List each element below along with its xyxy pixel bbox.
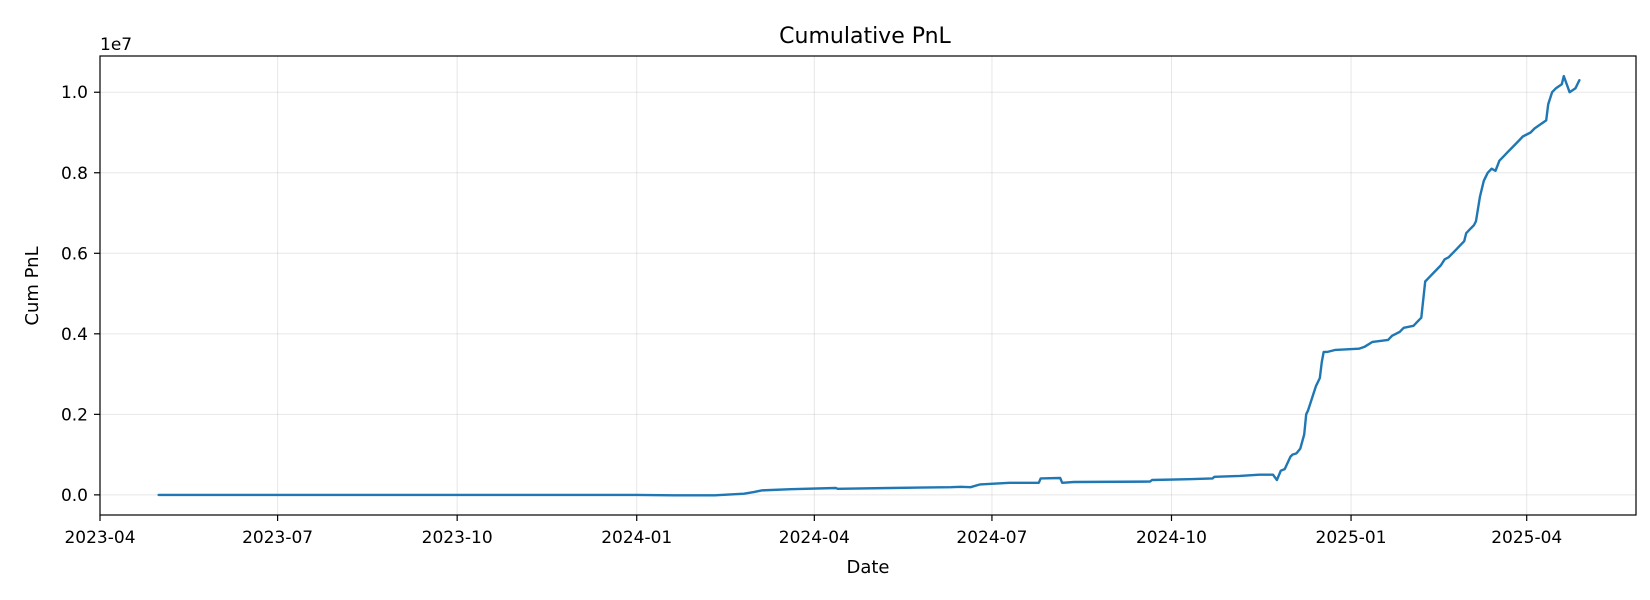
- y-tick-label: 0.6: [61, 244, 88, 264]
- y-tick-label: 0.8: [61, 164, 88, 184]
- y-tick: 0.2: [61, 405, 100, 425]
- x-tick-label: 2024-07: [956, 528, 1027, 548]
- y-axis: 0.0 0.2 0.4 0.6 0.8 1.0: [61, 83, 100, 506]
- chart-title: Cumulative PnL: [779, 24, 951, 49]
- x-tick: 2024-01: [601, 515, 672, 548]
- x-tick-label: 2023-10: [422, 528, 493, 548]
- y-tick-label: 1.0: [61, 83, 88, 103]
- x-tick-label: 2024-01: [601, 528, 672, 548]
- plot-frame: [99, 55, 1637, 516]
- x-tick-label: 2025-01: [1316, 528, 1387, 548]
- x-tick: 2023-10: [422, 515, 493, 548]
- y-tick-label: 0.2: [61, 405, 88, 425]
- y-offset-label: 1e7: [100, 35, 132, 55]
- x-tick-label: 2023-04: [64, 528, 135, 548]
- y-tick-label: 0.4: [61, 325, 88, 345]
- x-axis: 2023-04 2023-07 2023-10 2024-01 2024-04 2024-…: [64, 515, 1562, 548]
- grid-lines: [99, 56, 1636, 515]
- y-tick: 0.0: [61, 486, 100, 506]
- x-tick-label: 2025-04: [1491, 528, 1562, 548]
- x-tick: 2024-10: [1136, 515, 1207, 548]
- y-tick: 0.6: [61, 244, 100, 264]
- x-tick-label: 2024-10: [1136, 528, 1207, 548]
- y-tick-label: 0.0: [61, 486, 88, 506]
- x-tick: 2023-04: [64, 515, 136, 548]
- y-tick: 0.4: [61, 325, 100, 345]
- series-layer: [157, 74, 1581, 497]
- x-tick: 2025-01: [1316, 515, 1387, 548]
- y-tick: 1.0: [61, 83, 100, 103]
- x-tick: 2024-04: [779, 515, 850, 548]
- x-tick: 2025-04: [1491, 515, 1562, 548]
- x-tick-label: 2023-07: [242, 528, 313, 548]
- x-axis-label: Date: [846, 557, 889, 578]
- x-tick: 2023-07: [242, 515, 313, 548]
- x-tick-label: 2024-04: [779, 528, 850, 548]
- y-axis-label: Cum PnL: [22, 246, 43, 325]
- y-tick: 0.8: [61, 164, 100, 184]
- x-tick: 2024-07: [956, 515, 1027, 548]
- series-line: [157, 74, 1581, 497]
